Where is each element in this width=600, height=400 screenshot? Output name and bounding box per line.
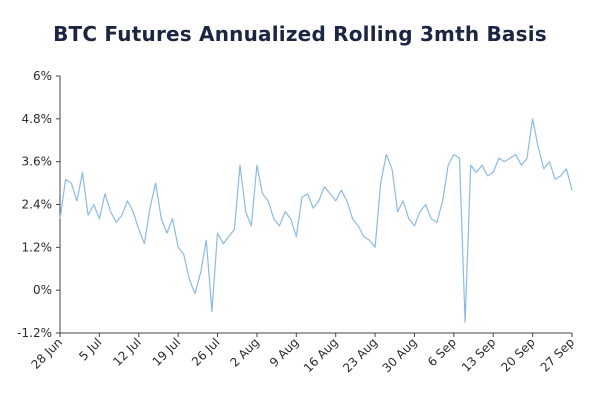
x-tick-label: 12 Jul <box>110 335 144 369</box>
x-tick-label: 13 Sep <box>459 335 498 374</box>
y-tick-label: 2.4% <box>22 198 53 212</box>
y-tick-label: 0% <box>33 283 52 297</box>
y-tick-label: 1.2% <box>22 240 53 254</box>
x-tick-label: 6 Sep <box>425 335 459 369</box>
x-tick-label: 20 Sep <box>498 335 537 374</box>
x-tick-label: 26 Jul <box>189 335 223 369</box>
y-tick-label: 3.6% <box>22 155 53 169</box>
series-line <box>59 118 573 323</box>
x-tick-label: 19 Jul <box>150 335 184 369</box>
x-tick-label: 5 Jul <box>76 335 104 363</box>
x-tick-label: 16 Aug <box>301 335 341 375</box>
axes-group: -1.2% 0% 1.2% 2.4% 3.6% 4.8% 6% 28 Jun 5 Jul 12 J… <box>17 69 577 375</box>
x-tick-label: 2 Aug <box>227 335 262 370</box>
y-tick-label: 4.8% <box>22 112 53 126</box>
y-tick-label: 6% <box>33 69 52 83</box>
chart-title: BTC Futures Annualized Rolling 3mth Basi… <box>53 22 547 46</box>
x-tick-label: 27 Sep <box>538 335 577 374</box>
y-tick-label: -1.2% <box>17 326 52 340</box>
x-tick-label: 9 Aug <box>267 335 302 370</box>
x-tick-label: 30 Aug <box>380 335 420 375</box>
x-tick-label: 23 Aug <box>340 335 380 375</box>
x-tick-label: 28 Jun <box>28 335 65 372</box>
series-group <box>59 118 573 323</box>
